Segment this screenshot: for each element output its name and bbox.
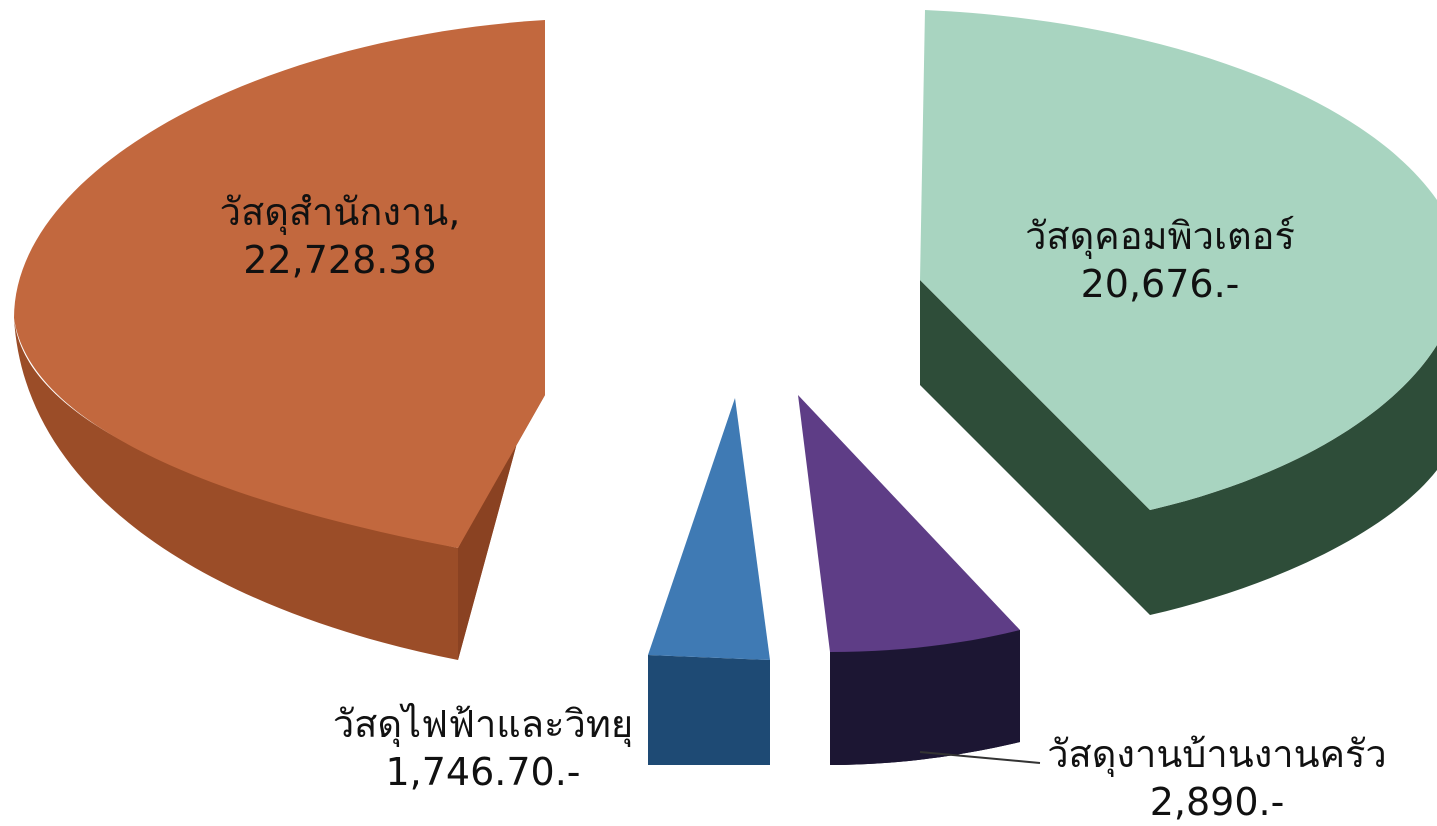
slice-office-top [14, 20, 545, 548]
slice-electric-side [648, 655, 770, 765]
label-electric: วัสดุไฟฟ้าและวิทยุ 1,746.70.- [318, 700, 648, 796]
household-leader-line [919, 751, 1041, 764]
label-office: วัสดุสำนักงาน, 22,728.38 [205, 188, 475, 284]
label-electric-name: วัสดุไฟฟ้าและวิทยุ [332, 702, 634, 746]
slice-household-top [798, 395, 1020, 652]
label-household-value: 2,890.- [1149, 780, 1285, 824]
label-household: วัสดุงานบ้านงานครัว 2,890.- [1042, 730, 1392, 826]
slice-computer-top [920, 10, 1437, 510]
label-computer-value: 20,676.- [1080, 262, 1240, 306]
label-computer: วัสดุคอมพิวเตอร์ 20,676.- [1000, 212, 1320, 308]
slice-office-side [14, 318, 545, 660]
label-office-name: วัสดุสำนักงาน, [219, 190, 461, 234]
slice-computer-side [920, 280, 1437, 615]
label-electric-value: 1,746.70.- [385, 750, 581, 794]
label-office-value: 22,728.38 [243, 238, 437, 282]
slice-electric-top [648, 398, 770, 660]
label-computer-name: วัสดุคอมพิวเตอร์ [1025, 214, 1295, 258]
slice-household-side-front [830, 630, 1020, 765]
label-household-name: วัสดุงานบ้านงานครัว [1047, 732, 1387, 776]
